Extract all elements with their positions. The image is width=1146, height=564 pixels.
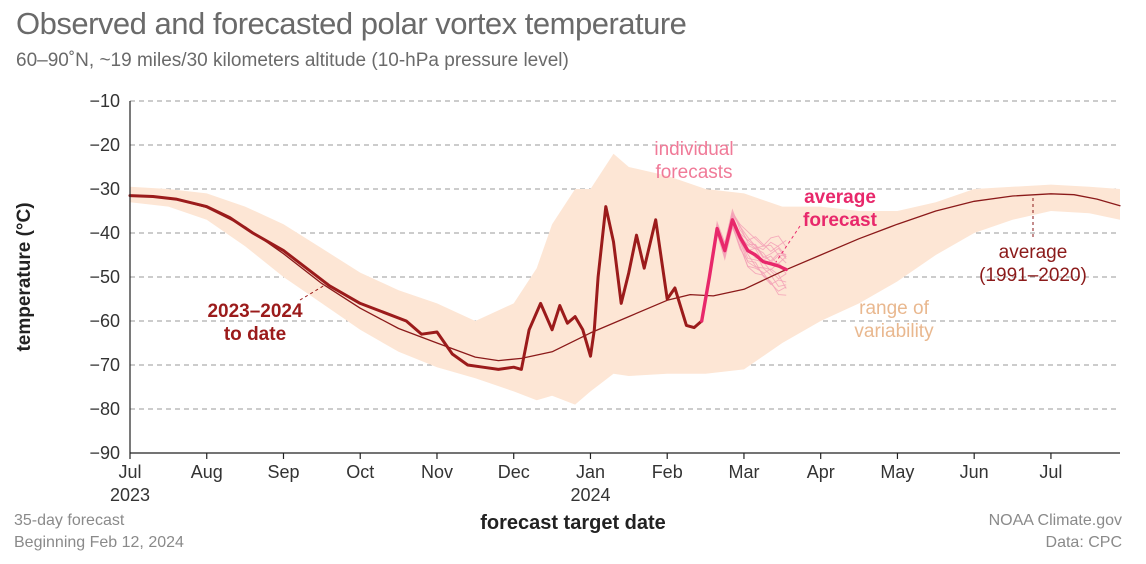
x-tick-label: Jan bbox=[576, 462, 605, 482]
annotation-individual-forecasts: individual bbox=[654, 139, 733, 160]
x-tick-label: Jun bbox=[960, 462, 989, 482]
observed-2023-2024-line bbox=[128, 194, 704, 371]
annotation-individual-forecasts: forecasts bbox=[655, 162, 732, 183]
credit-data: Data: CPC bbox=[1045, 534, 1122, 551]
annotation-average: average bbox=[999, 242, 1068, 263]
y-tick-label: −10 bbox=[89, 91, 120, 111]
annotation-observed: 2023–2024 bbox=[207, 301, 303, 322]
leader-average-forecast bbox=[775, 225, 801, 263]
y-tick-label: −60 bbox=[89, 311, 120, 331]
y-tick-label: −50 bbox=[89, 267, 120, 287]
year-label: 2023 bbox=[110, 485, 150, 505]
x-tick-label: Aug bbox=[191, 462, 223, 482]
x-tick-label: Sep bbox=[267, 462, 299, 482]
y-tick-label: −70 bbox=[89, 355, 120, 375]
annotation-range: variability bbox=[854, 321, 934, 342]
chart-title: Observed and forecasted polar vortex tem… bbox=[16, 6, 687, 41]
y-tick-label: −30 bbox=[89, 179, 120, 199]
x-tick-label: Feb bbox=[652, 462, 683, 482]
range-of-variability-band bbox=[130, 153, 1120, 405]
annotation-observed: to date bbox=[224, 324, 286, 345]
x-tick-label: Dec bbox=[498, 462, 530, 482]
x-tick-label: Mar bbox=[728, 462, 759, 482]
year-label: 2024 bbox=[570, 485, 610, 505]
x-axis-label: forecast target date bbox=[480, 512, 666, 534]
x-tick-label: Jul bbox=[1039, 462, 1062, 482]
series-lines bbox=[128, 193, 1121, 371]
chart-subtitle: 60–90˚N, ~19 miles/30 kilometers altitud… bbox=[16, 50, 569, 71]
x-tick-label: Nov bbox=[421, 462, 453, 482]
annotation-range: range of bbox=[859, 298, 929, 319]
average-forecast-line bbox=[700, 218, 788, 323]
y-tick-label: −40 bbox=[89, 223, 120, 243]
annotation-average-forecast: average bbox=[804, 187, 876, 208]
forecast-note-line1: 35-day forecast bbox=[14, 512, 125, 529]
y-tick-label: −80 bbox=[89, 399, 120, 419]
range-band bbox=[130, 153, 1120, 405]
x-tick-label: Apr bbox=[807, 462, 835, 482]
annotation-average-forecast: forecast bbox=[803, 210, 878, 231]
y-axis-label: temperature (°C) bbox=[14, 202, 35, 351]
annotation-average: (1991–2020) bbox=[979, 265, 1087, 286]
forecast-note-line2: Beginning Feb 12, 2024 bbox=[14, 534, 184, 551]
x-tick-label: May bbox=[880, 462, 914, 482]
credit-source: NOAA Climate.gov bbox=[988, 512, 1122, 529]
average-1991-2020-line bbox=[129, 193, 1121, 362]
x-tick-label: Jul bbox=[118, 462, 141, 482]
x-tick-label: Oct bbox=[346, 462, 374, 482]
y-tick-label: −90 bbox=[89, 443, 120, 463]
y-tick-label: −20 bbox=[89, 135, 120, 155]
